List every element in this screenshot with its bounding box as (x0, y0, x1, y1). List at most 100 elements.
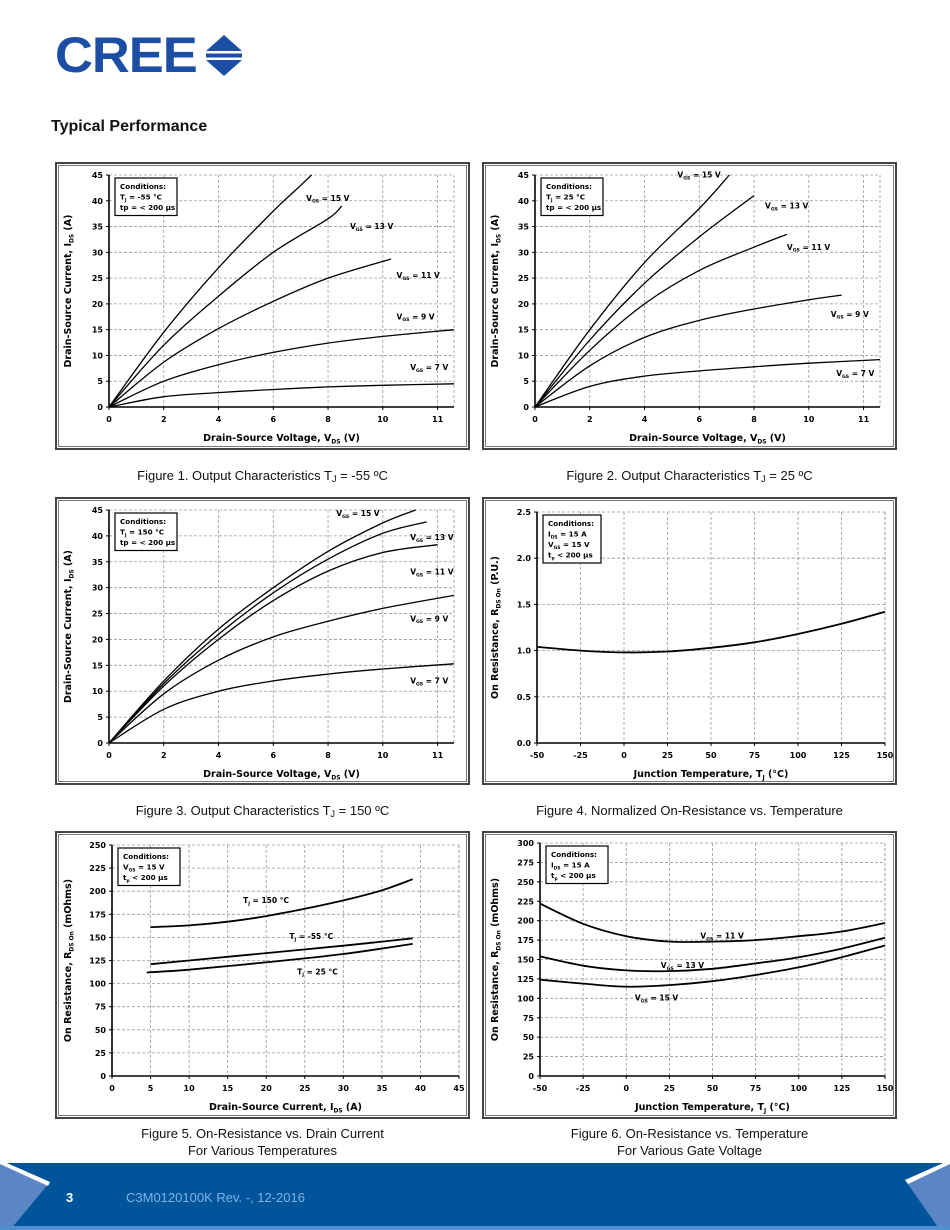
logo-arrows-icon (202, 31, 246, 79)
conditions-text: tp < 200 µs (123, 873, 168, 884)
y-tick-label: 5 (97, 713, 103, 722)
y-tick-label: 125 (89, 957, 106, 966)
x-tick-label: 0 (623, 1084, 629, 1093)
y-tick-label: 0 (97, 403, 103, 412)
y-tick-label: 200 (517, 917, 534, 926)
series-line (536, 610, 886, 654)
figure-5-chart: 0 5 10 15 20 25 30 35 40 45 0 25 50 75 100 125 150 175 200… (55, 831, 470, 1119)
series-label: VGS = 13 V (350, 222, 394, 233)
x-tick-label: 0 (106, 415, 112, 424)
x-tick-label: 8 (325, 415, 331, 424)
caption-line: Figure 2. Output Characteristics TJ = 25… (566, 468, 813, 484)
conditions-text: tp < 200 µs (551, 871, 596, 882)
x-tick-label: 50 (707, 1084, 719, 1093)
series-line (108, 521, 427, 744)
conditions-box (542, 514, 602, 564)
conditions-text: tp = < 200 µs (120, 538, 175, 547)
x-tick-label: 100 (790, 751, 807, 760)
y-tick-label: 15 (92, 661, 104, 670)
x-tick-label: 15 (222, 1084, 234, 1093)
figure-1-caption: Figure 1. Output Characteristics TJ = -5… (55, 467, 470, 488)
y-tick-label: 25 (92, 610, 104, 619)
figure-6-caption: Figure 6. On-Resistance vs. Temperature F… (482, 1125, 897, 1159)
x-tick-label: -25 (573, 751, 588, 760)
series-line (108, 594, 455, 744)
series-label: VGS = 15 V (635, 994, 679, 1005)
figure-5-caption: Figure 5. On-Resistance vs. Drain Curren… (55, 1125, 470, 1159)
y-tick-label: 35 (92, 558, 104, 567)
figure-2-caption: Figure 2. Output Characteristics TJ = 25… (482, 467, 897, 488)
x-axis-title: Drain-Source Voltage, VDS (V) (629, 433, 786, 445)
x-tick-label: -50 (533, 1084, 548, 1093)
series-label: VGS = 15 V (306, 194, 350, 205)
x-tick-label: 4 (216, 751, 222, 760)
series-label: VGS = 9 V (831, 310, 869, 321)
y-tick-label: 25 (92, 274, 104, 283)
y-tick-label: 45 (92, 171, 104, 180)
x-tick-label: 4 (216, 415, 222, 424)
y-tick-label: 45 (518, 171, 530, 180)
series-line (534, 195, 755, 408)
y-tick-label: 35 (518, 223, 530, 232)
conditions-text: tp = < 200 µs (120, 203, 175, 212)
series-line (539, 902, 886, 943)
x-tick-label: -25 (576, 1084, 591, 1093)
conditions-text: Conditions: (120, 182, 166, 191)
conditions-text: tp = < 200 µs (546, 203, 601, 212)
series-label: VGS = 9 V (397, 312, 435, 323)
y-tick-label: 15 (92, 326, 104, 335)
x-tick-label: 100 (790, 1084, 807, 1093)
conditions-box (114, 177, 178, 217)
x-tick-label: -50 (530, 751, 545, 760)
conditions-text: VGS = 15 V (123, 863, 165, 874)
y-axis-title: On Resistance, RDS On (mOhms) (490, 878, 502, 1041)
series-line (108, 509, 416, 744)
y-tick-label: 300 (517, 839, 534, 848)
conditions-text: VGS = 15 V (548, 540, 590, 551)
conditions-text: IDS = 15 A (548, 530, 587, 541)
page-number: 3 (66, 1190, 74, 1205)
caption-line: Figure 1. Output Characteristics TJ = -5… (137, 468, 388, 484)
series-label: VGS = 11 V (700, 932, 744, 943)
document-id: C3M0120100K Rev. -, 12-2016 (126, 1190, 305, 1205)
series-label: VGS = 13 V (661, 961, 705, 972)
y-tick-label: 250 (517, 878, 534, 887)
y-tick-label: 25 (518, 274, 530, 283)
x-tick-label: 25 (662, 751, 674, 760)
y-tick-label: 0 (97, 739, 103, 748)
x-tick-label: 150 (877, 1084, 894, 1093)
y-tick-label: 20 (92, 635, 104, 644)
x-tick-label: 10 (377, 751, 389, 760)
series-line (108, 544, 438, 744)
series-line (108, 329, 455, 408)
x-tick-label: 8 (325, 751, 331, 760)
conditions-text: Conditions: (548, 519, 594, 528)
y-axis-title: On Resistance, RDS On (mOhms) (63, 879, 75, 1042)
x-axis-title: Junction Temperature, TJ (°C) (633, 769, 789, 781)
series-label: VGS = 11 V (787, 243, 831, 254)
footer-corner-decor (0, 1160, 950, 1230)
x-tick-label: 2 (161, 415, 167, 424)
y-tick-label: 2.0 (517, 554, 532, 563)
y-axis-title: Drain-Source Current, IDS (A) (490, 215, 502, 368)
y-tick-label: 0 (523, 403, 529, 412)
series-label: VGS = 15 V (677, 171, 721, 182)
x-tick-label: 2 (161, 751, 167, 760)
series-label: VGS = 11 V (397, 271, 441, 282)
conditions-text: TJ = 25 °C (546, 193, 585, 204)
footer-stripe (0, 1226, 950, 1230)
y-tick-label: 30 (92, 248, 104, 257)
y-axis-title: On Resistance, RDS On (P.U.) (490, 556, 502, 699)
x-tick-label: 40 (415, 1084, 427, 1093)
caption-line: Figure 4. Normalized On-Resistance vs. T… (536, 803, 843, 818)
y-tick-label: 125 (517, 975, 534, 984)
cree-logo: CREE (55, 30, 246, 80)
x-tick-label: 75 (749, 751, 761, 760)
series-line (534, 174, 730, 408)
figure-2-chart: 0 2 4 6 8 10 11 0 5 10 15 20 25 30 35 40 45 Drain-Source … (482, 162, 897, 450)
series-line (108, 663, 455, 744)
x-tick-label: 11 (432, 751, 444, 760)
series-line (108, 205, 343, 408)
series-label: TJ = 25 °C (297, 967, 338, 978)
x-tick-label: 0 (532, 415, 538, 424)
